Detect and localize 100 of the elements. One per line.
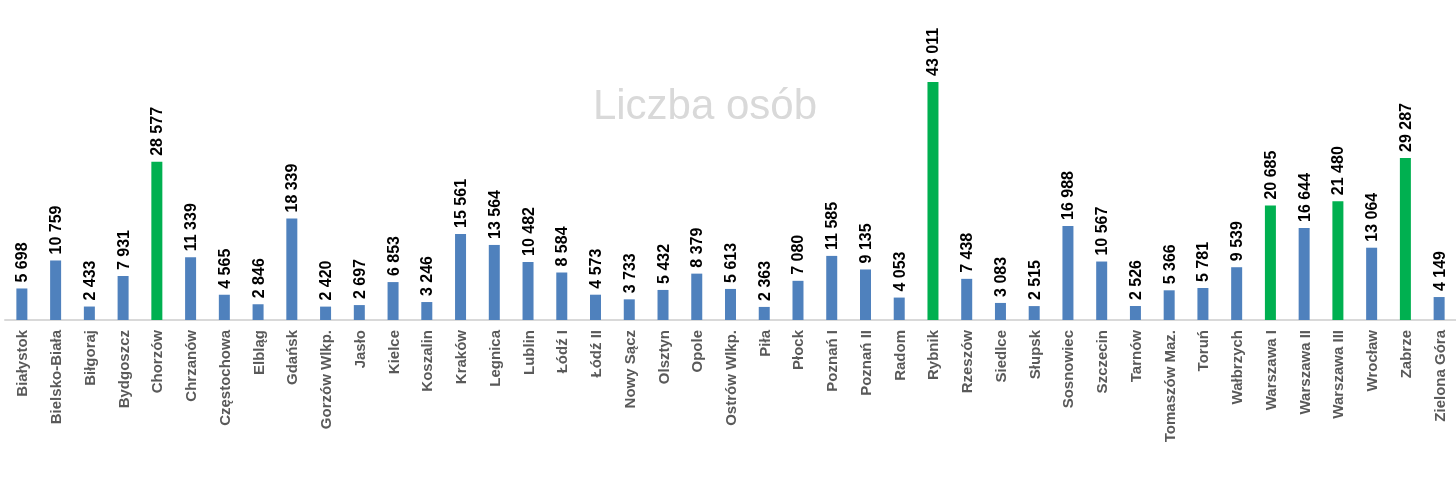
data-label: 28 577 — [148, 106, 166, 156]
data-label: 2 363 — [755, 260, 773, 301]
x-tick-label: Rzeszów — [958, 329, 976, 394]
data-label: 3 083 — [991, 256, 1009, 297]
x-tick-label: Słupsk — [1025, 329, 1043, 380]
x-tick-label: Tarnów — [1126, 329, 1144, 383]
data-label: 5 698 — [13, 242, 31, 283]
bar — [590, 294, 602, 320]
x-tick-label: Siedlce — [991, 330, 1009, 383]
x-tick-label: Częstochowa — [215, 329, 233, 426]
data-label: 5 366 — [1160, 244, 1178, 285]
data-label: 20 685 — [1261, 150, 1279, 200]
x-tick-label: Kraków — [452, 329, 470, 385]
bar — [1264, 205, 1276, 320]
bar — [859, 269, 871, 320]
bar — [387, 282, 399, 320]
data-label: 7 438 — [958, 232, 976, 273]
bar — [623, 299, 635, 320]
bar — [1062, 226, 1074, 320]
data-label: 8 379 — [688, 227, 706, 268]
x-tick-label: Koszalin — [418, 330, 436, 392]
data-label: 15 561 — [452, 178, 470, 228]
data-label: 2 420 — [317, 260, 335, 301]
data-label: 3 733 — [620, 253, 638, 294]
bar — [421, 302, 433, 320]
data-label: 4 573 — [587, 248, 605, 289]
x-tick-label: Ostrów Wlkp. — [722, 330, 739, 426]
data-label: 11 585 — [823, 201, 841, 250]
x-tick-label: Łódź I — [553, 330, 571, 374]
x-tick-label: Piła — [755, 329, 773, 357]
data-label: 5 613 — [722, 242, 739, 283]
data-label: 18 339 — [283, 163, 301, 213]
data-label: 2 846 — [249, 258, 267, 299]
data-label: 5 781 — [1194, 241, 1212, 283]
x-tick-label: Poznań I — [823, 330, 841, 392]
data-label: 3 246 — [418, 255, 436, 297]
data-label: 9 135 — [856, 223, 874, 264]
x-tick-label: Bydgoszcz — [114, 330, 132, 409]
data-label: 4 565 — [215, 248, 233, 289]
x-tick-label: Wrocław — [1363, 329, 1381, 392]
data-label: 7 080 — [789, 234, 807, 275]
bar — [1298, 227, 1310, 320]
data-label: 7 931 — [114, 229, 132, 271]
bar — [1163, 290, 1175, 320]
x-tick-label: Chorzów — [148, 329, 166, 394]
bar — [522, 262, 534, 320]
bar — [488, 244, 500, 320]
bar — [927, 82, 939, 320]
data-label: 2 697 — [350, 258, 368, 300]
x-tick-label: Zabrze — [1396, 330, 1414, 379]
bar — [218, 294, 230, 320]
bar — [1366, 247, 1378, 320]
bar — [725, 288, 736, 320]
x-tick-label: Kielce — [384, 330, 402, 375]
bar — [185, 257, 197, 320]
bar — [792, 280, 804, 320]
bar — [320, 306, 332, 320]
x-tick-label: Warszawa III — [1329, 330, 1347, 419]
data-label: 10 759 — [47, 205, 65, 255]
bar — [691, 273, 703, 320]
bar — [1129, 306, 1141, 320]
x-tick-label: Jasło — [350, 330, 368, 369]
bar — [1197, 288, 1209, 320]
x-tick-label: Opole — [688, 330, 706, 373]
data-label: 16 644 — [1295, 172, 1313, 222]
data-label: 29 287 — [1396, 102, 1414, 152]
data-label: 13 064 — [1363, 192, 1381, 242]
bar — [83, 306, 95, 320]
data-label: 10 567 — [1093, 206, 1111, 256]
x-tick-label: Poznań II — [856, 330, 874, 396]
bar — [657, 289, 669, 320]
x-tick-label: Zielona Góra — [1430, 329, 1448, 422]
bar — [556, 272, 568, 320]
data-label: 9 539 — [1228, 221, 1246, 262]
x-tick-label: Wałbrzych — [1228, 330, 1246, 405]
bar — [455, 233, 467, 320]
x-tick-label: Biłgoraj — [80, 330, 98, 386]
x-tick-label: Warszawa II — [1295, 330, 1313, 415]
x-tick-label: Rybnik — [924, 329, 942, 381]
data-label: 4 149 — [1430, 250, 1448, 292]
bar — [16, 288, 28, 320]
x-tick-label: Legnica — [485, 329, 503, 387]
data-label: 8 584 — [553, 226, 571, 267]
bar — [50, 260, 62, 320]
x-tick-label: Gorzów Wlkp. — [317, 330, 335, 430]
x-tick-label: Warszawa I — [1261, 330, 1279, 411]
x-tick-label: Tomaszów Maz. — [1160, 330, 1178, 443]
bar — [1096, 261, 1108, 320]
data-label: 2 526 — [1126, 259, 1144, 301]
x-tick-label: Chrzanów — [182, 329, 200, 402]
x-tick-label: Gdańsk — [283, 329, 301, 386]
x-tick-label: Nowy Sącz — [620, 330, 638, 409]
bar — [1332, 201, 1344, 320]
data-label: 2 515 — [1025, 259, 1043, 301]
bar — [151, 161, 163, 320]
x-tick-label: Olsztyn — [654, 330, 672, 385]
x-tick-label: Elbląg — [249, 330, 267, 376]
x-tick-label: Łódź II — [587, 330, 605, 378]
data-label: 4 053 — [890, 251, 908, 292]
bar — [353, 305, 365, 320]
